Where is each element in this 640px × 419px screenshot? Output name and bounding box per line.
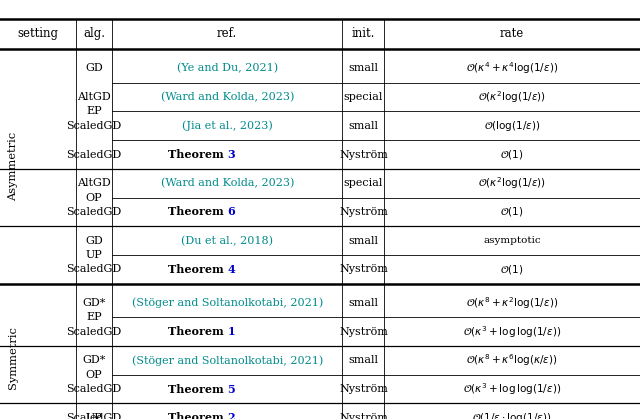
Text: ScaledGD: ScaledGD <box>67 264 122 274</box>
Text: ScaledGD: ScaledGD <box>67 413 122 419</box>
Text: Nyström: Nyström <box>339 207 388 217</box>
Text: Theorem: Theorem <box>168 326 227 337</box>
Text: ScaledGD: ScaledGD <box>67 207 122 217</box>
Text: rate: rate <box>500 27 524 41</box>
Text: GD*: GD* <box>83 298 106 308</box>
Text: Asymmetric: Asymmetric <box>8 132 18 201</box>
Text: setting: setting <box>17 27 58 41</box>
Text: UP: UP <box>85 413 102 419</box>
Text: $\mathcal{O}(\kappa^4 + \kappa^4 \log(1/\epsilon))$: $\mathcal{O}(\kappa^4 + \kappa^4 \log(1/… <box>466 60 558 76</box>
Text: AltGD: AltGD <box>77 178 111 188</box>
Text: Symmetric: Symmetric <box>8 326 18 389</box>
Text: (Du et al., 2018): (Du et al., 2018) <box>181 235 273 246</box>
Text: ScaledGD: ScaledGD <box>67 327 122 337</box>
Text: Nyström: Nyström <box>339 264 388 274</box>
Text: ScaledGD: ScaledGD <box>67 384 122 394</box>
Text: $\mathcal{O}(1)$: $\mathcal{O}(1)$ <box>500 263 524 276</box>
Text: GD: GD <box>85 235 103 246</box>
Text: $\mathcal{O}(\kappa^3 + \log\log(1/\epsilon))$: $\mathcal{O}(\kappa^3 + \log\log(1/\epsi… <box>463 324 561 340</box>
Text: (Ward and Kolda, 2023): (Ward and Kolda, 2023) <box>161 92 294 102</box>
Text: Nyström: Nyström <box>339 327 388 337</box>
Text: $\mathcal{O}(1)$: $\mathcal{O}(1)$ <box>500 148 524 161</box>
Text: 1: 1 <box>227 326 235 337</box>
Text: special: special <box>344 92 383 102</box>
Text: 3: 3 <box>227 149 235 160</box>
Text: (Jia et al., 2023): (Jia et al., 2023) <box>182 121 273 131</box>
Text: init.: init. <box>352 27 375 41</box>
Text: small: small <box>349 63 378 73</box>
Text: ScaledGD: ScaledGD <box>67 121 122 131</box>
Text: Theorem: Theorem <box>168 412 227 419</box>
Text: small: small <box>349 235 378 246</box>
Text: $\mathcal{O}(\kappa^2 \log(1/\epsilon))$: $\mathcal{O}(\kappa^2 \log(1/\epsilon))$ <box>478 175 546 191</box>
Text: $\mathcal{O}(1/\epsilon \cdot \log(1/\epsilon))$: $\mathcal{O}(1/\epsilon \cdot \log(1/\ep… <box>472 411 552 419</box>
Text: (Ward and Kolda, 2023): (Ward and Kolda, 2023) <box>161 178 294 189</box>
Text: $\mathcal{O}(\log(1/\epsilon))$: $\mathcal{O}(\log(1/\epsilon))$ <box>484 119 540 133</box>
Text: $\mathcal{O}(\kappa^3 + \log\log(1/\epsilon))$: $\mathcal{O}(\kappa^3 + \log\log(1/\epsi… <box>463 381 561 397</box>
Text: 6: 6 <box>227 207 235 217</box>
Text: 5: 5 <box>227 384 235 395</box>
Text: EP: EP <box>86 313 102 322</box>
Text: (Stöger and Soltanolkotabi, 2021): (Stöger and Soltanolkotabi, 2021) <box>132 298 323 308</box>
Text: small: small <box>349 298 378 308</box>
Text: $\mathcal{O}(1)$: $\mathcal{O}(1)$ <box>500 205 524 218</box>
Text: 4: 4 <box>227 264 235 275</box>
Text: Theorem: Theorem <box>168 384 227 395</box>
Text: ScaledGD: ScaledGD <box>67 150 122 160</box>
Text: small: small <box>349 355 378 365</box>
Text: OP: OP <box>86 370 102 380</box>
Text: $\mathcal{O}(\kappa^8 + \kappa^6 \log(\kappa/\epsilon))$: $\mathcal{O}(\kappa^8 + \kappa^6 \log(\k… <box>466 352 558 368</box>
Text: (Stöger and Soltanolkotabi, 2021): (Stöger and Soltanolkotabi, 2021) <box>132 355 323 366</box>
Text: asymptotic: asymptotic <box>483 236 541 245</box>
Text: Nyström: Nyström <box>339 150 388 160</box>
Text: $\mathcal{O}(\kappa^2 \log(1/\epsilon))$: $\mathcal{O}(\kappa^2 \log(1/\epsilon))$ <box>478 89 546 105</box>
Text: EP: EP <box>86 106 102 116</box>
Text: OP: OP <box>86 193 102 202</box>
Text: (Ye and Du, 2021): (Ye and Du, 2021) <box>177 63 278 74</box>
Text: UP: UP <box>85 250 102 260</box>
Text: 2: 2 <box>227 412 235 419</box>
Text: Nyström: Nyström <box>339 384 388 394</box>
Text: AltGD: AltGD <box>77 92 111 102</box>
Text: ref.: ref. <box>217 27 237 41</box>
Text: Theorem: Theorem <box>168 264 227 275</box>
Text: GD*: GD* <box>83 355 106 365</box>
Text: Theorem: Theorem <box>168 149 227 160</box>
Text: GD: GD <box>85 63 103 73</box>
Text: small: small <box>349 121 378 131</box>
Text: alg.: alg. <box>83 27 105 41</box>
Text: special: special <box>344 178 383 188</box>
Text: Theorem: Theorem <box>168 207 227 217</box>
Text: Nyström: Nyström <box>339 413 388 419</box>
Text: $\mathcal{O}(\kappa^8 + \kappa^2 \log(1/\epsilon))$: $\mathcal{O}(\kappa^8 + \kappa^2 \log(1/… <box>466 295 558 311</box>
